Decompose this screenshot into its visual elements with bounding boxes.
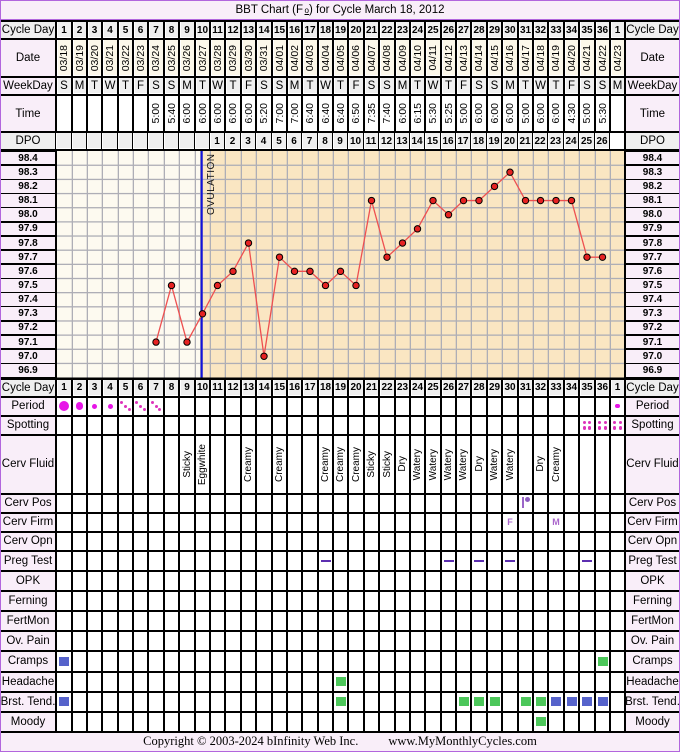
- svg-text:OVULATION: OVULATION: [206, 154, 217, 216]
